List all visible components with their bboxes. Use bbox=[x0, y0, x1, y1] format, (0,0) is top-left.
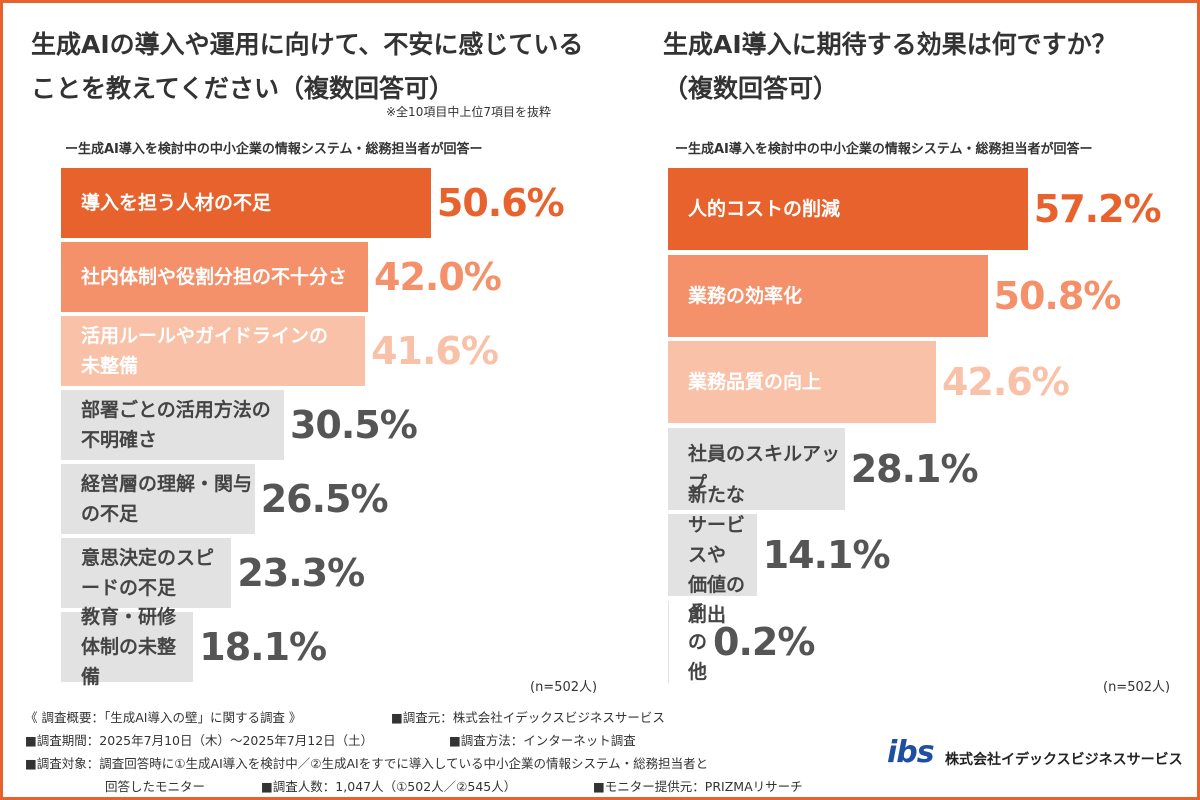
bar-row: 新たなサービスや 価値の創出 14.1% bbox=[668, 484, 891, 626]
bar-content: 部署ごとの活用方法の不明確さ 30.5% bbox=[61, 390, 418, 460]
bar-content: 経営層の理解・関与の不足 26.5% bbox=[61, 464, 389, 534]
value-label: 42.0% bbox=[374, 255, 502, 299]
bar-label: 意思決定のスピードの不足 bbox=[81, 547, 215, 599]
value-label: 14.1% bbox=[762, 533, 891, 577]
bar-content: 人的コストの削減 57.2% bbox=[668, 168, 1162, 250]
chart-title: 生成AI導入に期待する効果は何ですか？ （複数回答可） bbox=[663, 30, 1117, 103]
bar bbox=[61, 464, 255, 534]
bar bbox=[61, 612, 194, 682]
chart-subtitle: ー生成AI導入を検討中の中小企業の情報システム・総務担当者が回答ー bbox=[675, 142, 1093, 157]
logo-company: 株式会社イデックスビジネスサービス bbox=[945, 752, 1183, 768]
bar bbox=[668, 254, 988, 337]
bar-label: 社員のスキルアップ bbox=[688, 442, 841, 495]
bar-label: 経営層の理解・関与の不足 bbox=[81, 473, 253, 525]
bar bbox=[61, 538, 232, 608]
bar-content: 活用ルールやガイドラインの 未整備 41.6% bbox=[61, 316, 499, 386]
bar bbox=[668, 600, 670, 683]
logo-mark: ibs bbox=[887, 735, 935, 770]
value-label: 23.3% bbox=[237, 551, 365, 595]
bar-row: 導入を担う人材の不足 50.6% bbox=[61, 168, 565, 238]
bar-row: 業務品質の向上 42.6% bbox=[668, 341, 1070, 423]
footer-item: ■調査対象：調査回答時に①生成AI導入を検討中／②生成AIをすでに導入している中… bbox=[25, 756, 709, 771]
value-label: 50.8% bbox=[993, 273, 1122, 318]
bar-row: 部署ごとの活用方法の不明確さ 30.5% bbox=[61, 390, 418, 460]
bar bbox=[61, 168, 431, 238]
value-label: 0.2% bbox=[713, 619, 815, 664]
bar-content: 業務の効率化 50.8% bbox=[668, 255, 1122, 337]
value-label: 30.5% bbox=[289, 403, 418, 447]
bar-row: 経営層の理解・関与の不足 26.5% bbox=[61, 464, 389, 534]
sample-size: (n=502人) bbox=[1103, 680, 1171, 695]
value-label: 41.6% bbox=[371, 329, 499, 373]
bar-row: 教育・研修体制の未整備 18.1% bbox=[61, 606, 327, 688]
bar-content: 教育・研修体制の未整備 18.1% bbox=[61, 606, 327, 688]
bar-row: 社内体制や役割分担の不十分さ 42.0% bbox=[61, 242, 502, 312]
sample-size: (n=502人) bbox=[530, 680, 598, 695]
note: ※全10項目中上位7項目を抜粋 bbox=[386, 105, 551, 119]
bar-label: 新たなサービスや 価値の創出 bbox=[688, 484, 746, 626]
bar-label: 活用ルールやガイドラインの 未整備 bbox=[81, 325, 329, 377]
value-label: 28.1% bbox=[850, 446, 979, 491]
bar-label: 業務の効率化 bbox=[688, 284, 803, 307]
bar-row: 業務の効率化 50.8% bbox=[668, 254, 1121, 337]
chart-subtitle: ー生成AI導入を検討中の中小企業の情報システム・総務担当者が回答ー bbox=[65, 142, 483, 157]
bar-content: 意思決定のスピードの不足 23.3% bbox=[61, 538, 365, 608]
bar-content: 社員のスキルアップ 28.1% bbox=[668, 428, 979, 510]
bar-content: 新たなサービスや 価値の創出 14.1% bbox=[668, 484, 891, 626]
bar-row: 社員のスキルアップ 28.1% bbox=[668, 427, 979, 510]
value-label: 18.1% bbox=[199, 625, 327, 669]
value-label: 57.2% bbox=[1033, 187, 1162, 231]
bar-label: 教育・研修体制の未整備 bbox=[81, 606, 177, 688]
bar bbox=[61, 390, 284, 460]
bar-label: 導入を担う人材の不足 bbox=[81, 192, 272, 214]
bar bbox=[61, 316, 366, 386]
bar bbox=[668, 341, 936, 423]
bar-content: その他 0.2% bbox=[668, 601, 815, 683]
footer-item: ■調査期間：2025年7月10日（木）〜2025年7月12日（土） bbox=[25, 733, 374, 748]
footer-item: 回答したモニター bbox=[105, 779, 206, 794]
bar-label: 部署ごとの活用方法の不明確さ bbox=[81, 399, 271, 451]
bar-label: 業務品質の向上 bbox=[688, 371, 822, 393]
footer-item: 《 調査概要：「生成AI導入の壁」に関する調査 》 bbox=[25, 710, 302, 725]
bar bbox=[668, 514, 757, 596]
bar bbox=[61, 242, 369, 312]
bar-content: 導入を担う人材の不足 50.6% bbox=[61, 168, 565, 238]
bar-label: 社内体制や役割分担の不十分さ bbox=[81, 266, 348, 288]
bar bbox=[668, 168, 1028, 250]
bar-row: 活用ルールやガイドラインの 未整備 41.6% bbox=[61, 316, 499, 386]
footer-item: ■調査人数：1,047人（①502人／②545人） bbox=[261, 779, 517, 794]
footer-item: ■調査方法：インターネット調査 bbox=[449, 733, 636, 748]
footer-item: ■モニター提供元：PRIZMAリサーチ bbox=[593, 779, 803, 794]
bar-row: 人的コストの削減 57.2% bbox=[668, 168, 1162, 250]
value-label: 50.6% bbox=[436, 181, 565, 225]
value-label: 42.6% bbox=[941, 360, 1070, 404]
bar-content: 社内体制や役割分担の不十分さ 42.0% bbox=[61, 242, 502, 312]
footer-item: ■調査元：株式会社イデックスビジネスサービス bbox=[391, 710, 665, 725]
bar-label: 人的コストの削減 bbox=[688, 198, 841, 220]
bar bbox=[668, 427, 845, 510]
bar-row: その他 0.2% bbox=[668, 600, 815, 683]
bar-label: その他 bbox=[688, 600, 708, 683]
chart-title: 生成AIの導入や運用に向けて、不安に感じている ことを教えてください（複数回答可… bbox=[31, 30, 584, 103]
value-label: 26.5% bbox=[260, 477, 389, 521]
bar-content: 業務品質の向上 42.6% bbox=[668, 341, 1070, 423]
bar-row: 意思決定のスピードの不足 23.3% bbox=[61, 538, 365, 608]
